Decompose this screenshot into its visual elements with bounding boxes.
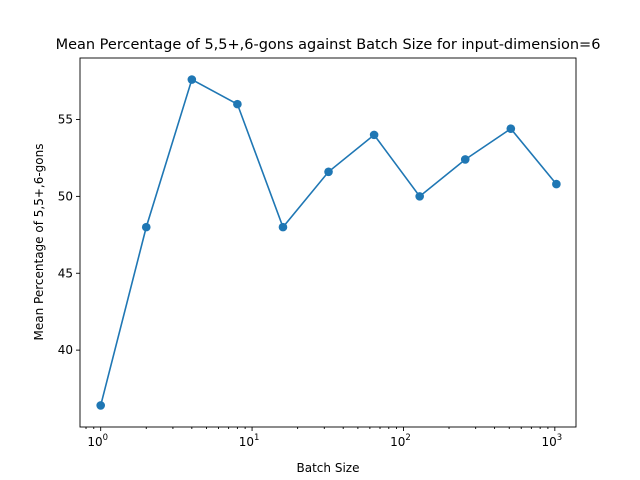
x-tick-label-base-1: 10 [239, 435, 254, 449]
y-tick-label-2: 50 [58, 189, 73, 203]
y-tick-label-0: 40 [58, 343, 73, 357]
x-tick-label-1: 101 [239, 433, 260, 449]
data-point-3 [233, 99, 242, 109]
x-tick-label-2: 102 [390, 433, 411, 449]
data-points [96, 75, 561, 410]
x-tick-label-base-3: 10 [541, 435, 556, 449]
y-tick-label-3: 55 [58, 113, 73, 127]
x-tick-label-base-0: 10 [87, 435, 102, 449]
x-axis-ticks: 100 101 102 103 [85, 427, 562, 449]
x-tick-label-0: 100 [87, 433, 108, 449]
y-axis-ticks: 40 45 50 55 [58, 113, 80, 357]
data-point-9 [506, 124, 516, 134]
x-tick-label-base-2: 10 [390, 435, 405, 449]
x-tick-label-3: 103 [541, 433, 562, 449]
data-point-0 [96, 401, 105, 410]
chart-title: Mean Percentage of 5,5+,6-gons against B… [56, 37, 601, 53]
data-point-5 [324, 167, 333, 177]
data-point-2 [187, 75, 197, 84]
x-tick-label-exp-0: 0 [103, 433, 108, 443]
series-line [99, 78, 557, 406]
x-tick-label-exp-3: 3 [557, 433, 562, 443]
data-point-6 [369, 130, 379, 140]
x-tick-label-exp-1: 1 [254, 433, 259, 443]
data-point-8 [460, 155, 470, 164]
data-point-1 [141, 222, 151, 232]
x-tick-label-exp-2: 2 [405, 433, 410, 443]
data-point-4 [278, 222, 288, 232]
y-tick-label-1: 45 [58, 266, 73, 280]
x-axis-label: Batch Size [297, 461, 360, 475]
data-point-7 [415, 192, 424, 201]
plot-area [79, 57, 577, 428]
y-axis-label: Mean Percentage of 5,5+,6-gons [32, 144, 46, 341]
data-point-10 [552, 179, 561, 189]
